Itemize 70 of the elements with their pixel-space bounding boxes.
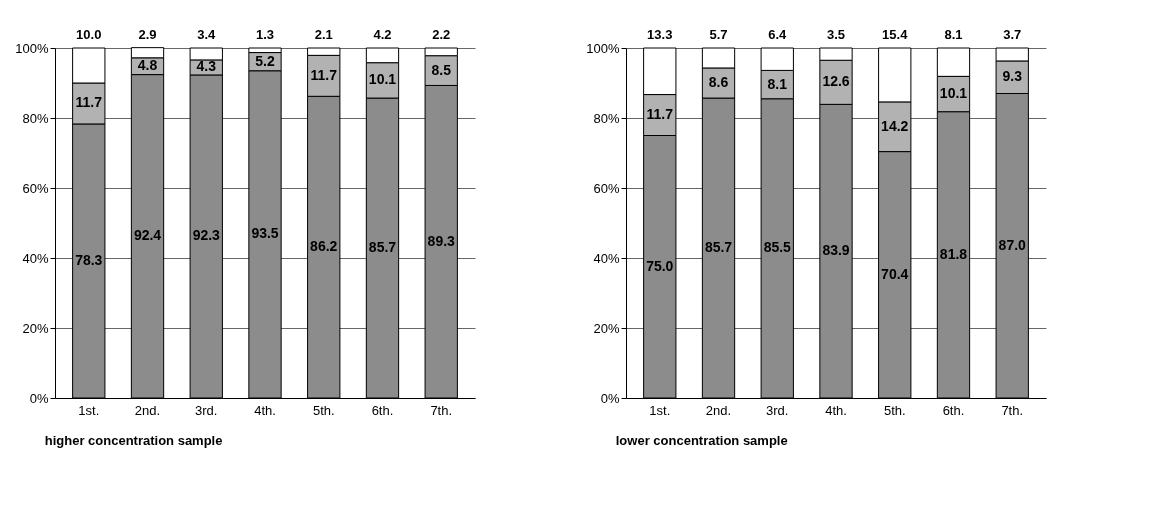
data-label: 4.8 (137, 57, 158, 74)
y-tick-label: 80% (22, 110, 49, 126)
data-label: 85.5 (763, 239, 792, 256)
data-label: 10.1 (939, 85, 968, 102)
data-label: 3.7 (1003, 27, 1022, 42)
x-tick-label: 7th. (430, 402, 453, 418)
y-tick-label: 40% (22, 250, 49, 266)
data-label: 5.7 (709, 27, 728, 42)
y-tick-label: 60% (593, 180, 620, 196)
y-tick-label: 0% (600, 390, 620, 406)
y-tick-label: 60% (22, 180, 49, 196)
x-tick-label: 7th. (1001, 402, 1024, 418)
data-label: 87.0 (998, 236, 1027, 253)
data-label: 8.5 (431, 61, 452, 78)
text: higher concentration sample (44, 433, 223, 448)
data-label: 81.8 (939, 245, 968, 262)
data-label: 6.4 (768, 27, 788, 42)
x-tick-label: 6th. (371, 402, 394, 418)
x-tick-label: 4th. (254, 402, 276, 418)
x-tick-label: 6th. (942, 402, 965, 418)
y-tick-label: 80% (593, 110, 620, 126)
x-tick-label: 1st. (78, 402, 100, 418)
data-label: 15.4 (882, 27, 909, 42)
y-tick-label: 100% (15, 40, 49, 56)
data-label: 70.4 (881, 265, 909, 282)
data-label: 2.9 (138, 26, 157, 42)
data-label: 11.7 (646, 106, 674, 123)
y-tick-label: 0% (29, 390, 49, 406)
data-label: 3.5 (826, 27, 846, 42)
data-label: 85.7 (368, 239, 397, 256)
x-tick-label: 3rd. (766, 402, 789, 418)
x-tick-label: 2nd. (134, 402, 161, 418)
data-label: 5.2 (255, 52, 275, 69)
data-label: 12.6 (822, 73, 850, 90)
data-label: 4.2 (373, 27, 392, 42)
data-label: 92.4 (133, 227, 162, 244)
data-label: 10.1 (368, 71, 397, 88)
data-label: 8.1 (767, 75, 788, 92)
data-label: 75.0 (646, 257, 674, 274)
data-label: 83.9 (822, 242, 850, 259)
data-label: 14.2 (881, 117, 909, 134)
data-label: 1.3 (255, 27, 275, 42)
x-tick-label: 1st. (649, 402, 671, 418)
data-label: 4.3 (196, 58, 217, 75)
data-label: 89.3 (427, 232, 456, 249)
data-label: 2.1 (314, 27, 333, 42)
y-tick-label: 40% (593, 250, 620, 266)
data-label: 11.7 (75, 94, 103, 111)
y-tick-label: 20% (22, 320, 49, 336)
data-label: 2.2 (432, 27, 451, 42)
text: lower concentration sample (615, 433, 788, 448)
x-tick-label: 5th. (883, 402, 906, 418)
data-label: 78.3 (75, 251, 103, 268)
data-label: 93.5 (251, 225, 279, 242)
data-label: 10.0 (76, 27, 102, 42)
x-tick-label: 2nd. (705, 402, 732, 418)
x-tick-label: 3rd. (195, 402, 218, 418)
data-label: 92.3 (192, 227, 221, 244)
y-tick-label: 100% (586, 40, 620, 56)
data-label: 9.3 (1002, 68, 1023, 85)
data-label: 85.7 (704, 239, 733, 256)
data-label: 86.2 (310, 238, 338, 255)
data-label: 3.4 (197, 27, 217, 42)
y-tick-label: 20% (593, 320, 620, 336)
data-label: 13.3 (647, 27, 673, 42)
data-label: 8.6 (708, 74, 729, 90)
x-tick-label: 5th. (312, 402, 335, 418)
x-tick-label: 4th. (825, 402, 847, 418)
data-label: 11.7 (310, 66, 338, 83)
data-label: 8.1 (944, 27, 963, 42)
